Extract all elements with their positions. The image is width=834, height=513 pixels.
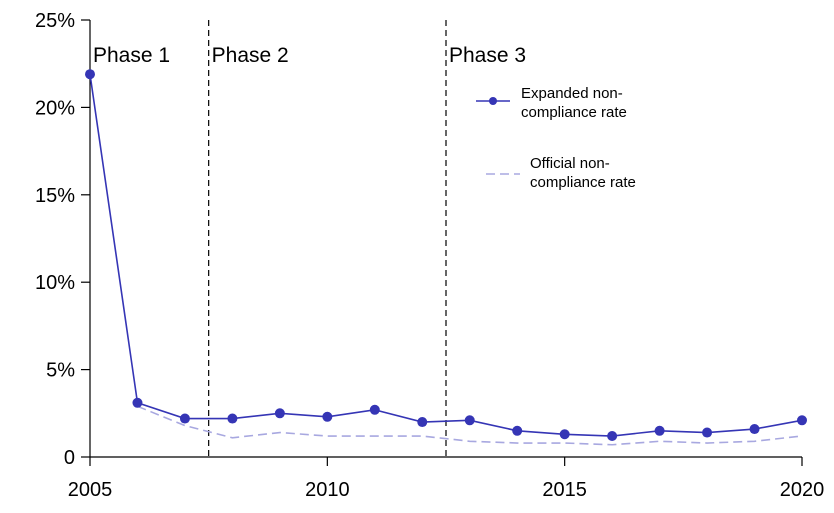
- y-tick-label: 5%: [46, 360, 75, 382]
- y-tick-label: 10%: [35, 272, 75, 294]
- phase-label: Phase 1: [93, 44, 170, 67]
- legend-expanded-label: Expanded non-: [521, 85, 623, 102]
- series-group: [85, 69, 807, 446]
- legend-official-label: Official non-: [530, 155, 610, 172]
- expanded-rate-point: [369, 404, 380, 415]
- phase-label: Phase 3: [449, 44, 526, 67]
- expanded-rate-point: [274, 408, 285, 419]
- expanded-rate-point: [607, 431, 618, 442]
- phase-label: Phase 2: [212, 44, 289, 67]
- legend: Expanded non-compliance rate Official non…: [476, 85, 636, 191]
- expanded-rate-line: [89, 74, 803, 437]
- expanded-rate-point: [417, 417, 428, 428]
- expanded-rate-point: [512, 425, 523, 436]
- legend-expanded-swatch-marker: [489, 97, 497, 105]
- x-tick-label: 2020: [780, 479, 825, 501]
- axes: 0 5% 10% 15% 20% 25% 2005 2010 2015 2020: [35, 10, 824, 501]
- phase-dividers: [208, 20, 447, 457]
- expanded-rate-point: [464, 415, 475, 426]
- expanded-rate-point: [132, 397, 143, 408]
- phase-labels: Phase 1 Phase 2 Phase 3: [93, 44, 526, 67]
- expanded-rate-point: [559, 429, 570, 440]
- expanded-rate-point: [702, 427, 713, 438]
- expanded-rate-point: [179, 413, 190, 424]
- y-tick-label: 15%: [35, 185, 75, 207]
- x-tick-label: 2005: [68, 479, 113, 501]
- official-rate-line: [137, 405, 803, 446]
- expanded-rate-point: [654, 425, 665, 436]
- legend-expanded-label: compliance rate: [521, 104, 627, 121]
- expanded-rate-point: [797, 415, 807, 426]
- expanded-rate-point: [322, 411, 333, 422]
- expanded-rate-point: [85, 69, 95, 80]
- expanded-rate-point: [227, 413, 238, 424]
- legend-official-label: compliance rate: [530, 174, 636, 191]
- x-tick-label: 2010: [305, 479, 350, 501]
- y-tick-label: 20%: [35, 97, 75, 119]
- y-tick-label: 0: [64, 447, 75, 469]
- expanded-rate-point: [749, 424, 760, 435]
- x-tick-label: 2015: [542, 479, 587, 501]
- y-tick-label: 25%: [35, 10, 75, 32]
